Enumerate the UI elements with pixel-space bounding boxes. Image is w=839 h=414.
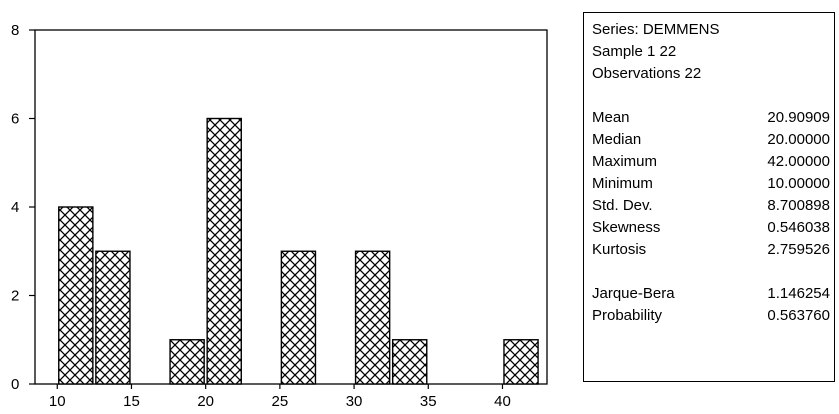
stat-value: 0.546038 <box>767 219 830 236</box>
x-axis: 10 15 20 25 30 35 40 <box>49 384 511 410</box>
stat-row: Kurtosis 2.759526 <box>592 239 830 261</box>
spacer <box>592 261 830 283</box>
stat-value: 42.00000 <box>767 153 830 170</box>
stat-value: 10.00000 <box>767 175 830 192</box>
stat-value: 20.00000 <box>767 131 830 148</box>
x-tick-label: 25 <box>272 393 289 410</box>
stat-row: Skewness 0.546038 <box>592 217 830 239</box>
descriptive-stats-panel: Series: DEMMENS Sample 1 22 Observations… <box>583 12 835 382</box>
histogram-chart: 10 15 20 25 30 35 40 0 2 4 6 8 <box>11 22 548 410</box>
x-tick-label: 35 <box>420 393 437 410</box>
y-tick-label: 8 <box>11 22 19 39</box>
observations-count: Observations 22 <box>592 65 702 82</box>
y-tick-label: 2 <box>11 288 19 305</box>
stat-label: Std. Dev. <box>592 197 653 214</box>
histogram-bar <box>95 250 131 385</box>
histogram-bar <box>206 117 242 385</box>
x-tick-label: 30 <box>346 393 363 410</box>
x-tick-label: 40 <box>494 393 511 410</box>
x-tick-label: 15 <box>123 393 140 410</box>
stat-label: Maximum <box>592 153 658 170</box>
histogram-bar <box>503 339 539 385</box>
stat-value: 2.759526 <box>767 241 830 258</box>
y-axis: 0 2 4 6 8 <box>11 22 35 393</box>
histogram-bar <box>58 206 94 385</box>
x-tick-label: 10 <box>49 393 66 410</box>
histogram-bar <box>391 339 428 385</box>
stat-row: Mean 20.90909 <box>592 107 830 129</box>
y-tick-label: 0 <box>11 376 19 393</box>
stat-label: Kurtosis <box>592 241 647 258</box>
bars-group <box>58 117 539 385</box>
y-tick-label: 6 <box>11 111 19 128</box>
test-row: Jarque-Bera 1.146254 <box>592 283 830 305</box>
test-value: 0.563760 <box>767 307 830 324</box>
stat-row: Median 20.00000 <box>592 129 830 151</box>
stat-label: Median <box>592 131 642 148</box>
stat-label: Minimum <box>592 175 653 192</box>
stat-value: 8.700898 <box>767 197 830 214</box>
stat-value: 20.90909 <box>767 109 830 126</box>
test-label: Jarque-Bera <box>592 285 675 302</box>
series-name: Series: DEMMENS <box>592 21 720 38</box>
test-row: Probability 0.563760 <box>592 305 830 327</box>
y-tick-label: 4 <box>11 199 19 216</box>
spacer <box>592 85 830 107</box>
histogram-bar <box>169 339 205 385</box>
test-label: Probability <box>592 307 663 324</box>
stat-label: Mean <box>592 109 630 126</box>
stat-row: Maximum 42.00000 <box>592 151 830 173</box>
sample-range: Sample 1 22 <box>592 43 677 60</box>
histogram-bar <box>280 250 317 385</box>
stat-row: Minimum 10.00000 <box>592 173 830 195</box>
test-value: 1.146254 <box>767 285 830 302</box>
x-tick-label: 20 <box>197 393 214 410</box>
stat-label: Skewness <box>592 219 661 236</box>
stat-row: Std. Dev. 8.700898 <box>592 195 830 217</box>
histogram-bar <box>354 250 391 385</box>
